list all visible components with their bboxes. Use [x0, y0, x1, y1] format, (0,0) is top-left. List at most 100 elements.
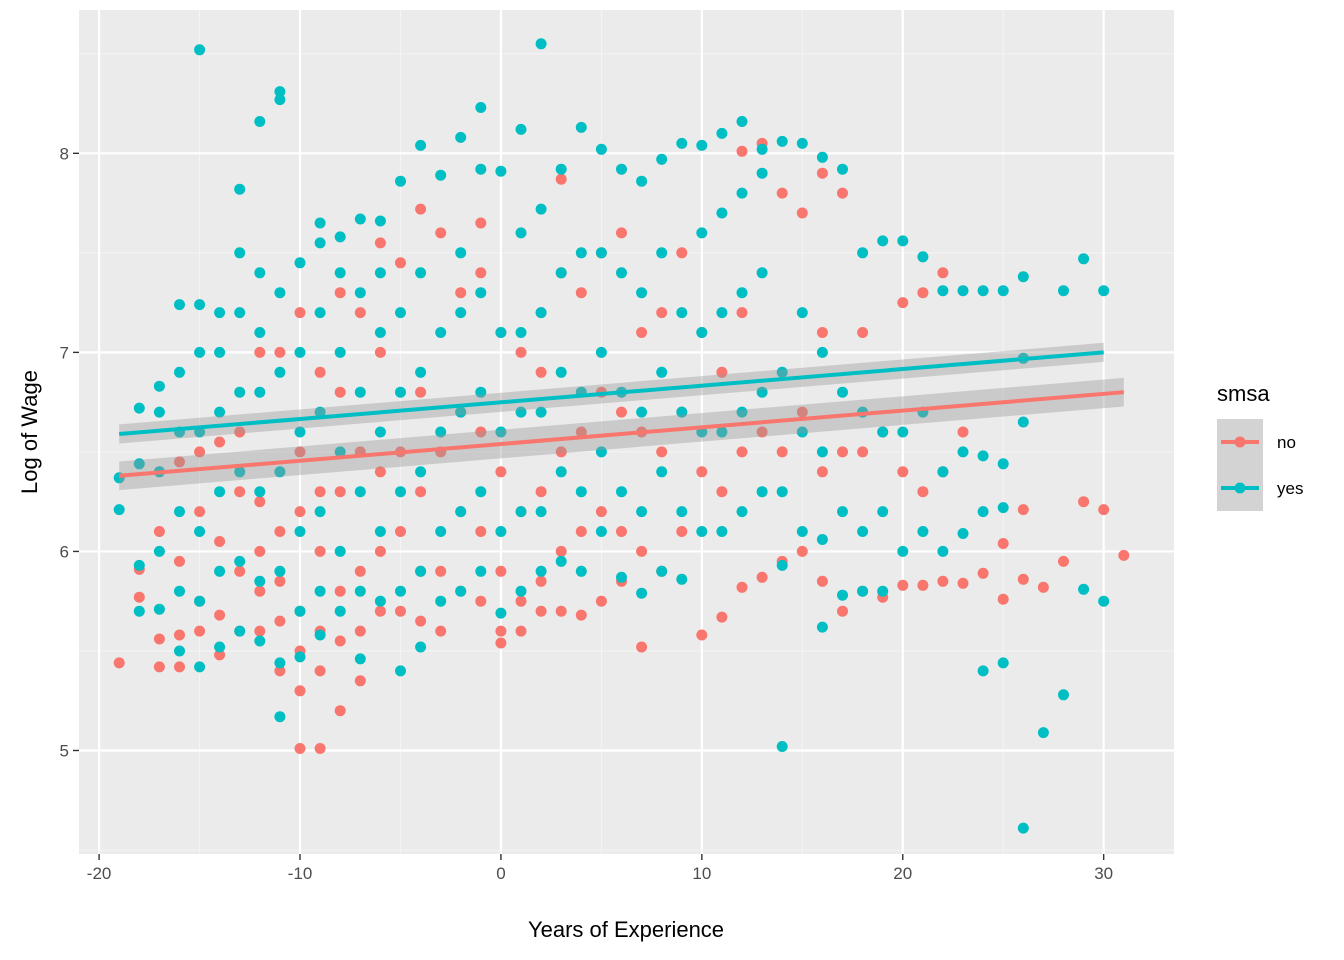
data-point	[616, 526, 627, 537]
data-point	[736, 406, 748, 418]
data-point	[495, 637, 507, 649]
data-point	[234, 426, 246, 438]
data-point	[234, 555, 246, 567]
legend-label: no	[1277, 433, 1296, 452]
data-point	[475, 267, 487, 279]
data-point	[515, 585, 527, 597]
data-point	[535, 565, 547, 577]
data-point	[816, 327, 828, 338]
data-point	[395, 307, 406, 319]
data-point	[977, 567, 989, 579]
data-point	[937, 466, 949, 478]
data-point	[736, 307, 748, 319]
data-point	[917, 251, 929, 263]
y-tick-label: 8	[60, 144, 69, 163]
data-point	[314, 307, 326, 319]
data-point	[616, 267, 627, 279]
data-point	[395, 257, 406, 269]
data-point	[917, 526, 929, 537]
data-point	[796, 526, 808, 537]
data-point	[495, 565, 507, 577]
data-point	[555, 545, 567, 557]
data-point	[334, 705, 346, 717]
data-point	[1017, 271, 1029, 283]
data-point	[354, 287, 366, 299]
data-point	[756, 267, 768, 279]
data-point	[274, 615, 286, 627]
data-point	[1078, 253, 1090, 265]
data-point	[314, 486, 326, 498]
data-point	[676, 247, 688, 259]
data-point	[897, 297, 909, 309]
data-point	[153, 406, 165, 418]
data-point	[354, 565, 366, 577]
data-point	[816, 167, 828, 179]
data-point	[595, 506, 607, 518]
data-point	[917, 486, 929, 498]
x-tick-label: 10	[692, 864, 711, 883]
data-point	[997, 657, 1009, 669]
data-point	[555, 163, 567, 175]
data-point	[294, 346, 306, 358]
data-point	[575, 121, 587, 133]
x-tick-label: 20	[893, 864, 912, 883]
legend-title: smsa	[1217, 381, 1270, 406]
data-point	[415, 486, 427, 498]
data-point	[314, 506, 326, 518]
data-point	[997, 458, 1009, 470]
data-point	[334, 585, 346, 597]
data-point	[555, 173, 567, 185]
data-point	[415, 565, 427, 577]
data-point	[857, 585, 869, 597]
data-point	[455, 307, 467, 319]
data-point	[515, 327, 527, 338]
data-point	[274, 366, 286, 378]
data-point	[1058, 285, 1069, 297]
data-point	[796, 207, 808, 219]
data-point	[937, 285, 949, 297]
data-point	[354, 675, 366, 687]
data-point	[997, 502, 1009, 514]
data-point	[314, 237, 326, 249]
data-point	[194, 661, 206, 673]
data-point	[1118, 549, 1130, 561]
data-point	[716, 611, 728, 623]
data-point	[1098, 595, 1110, 607]
data-point	[174, 456, 185, 468]
data-point	[897, 545, 909, 557]
data-point	[214, 406, 226, 418]
data-point	[716, 307, 728, 319]
y-tick-label: 7	[60, 343, 69, 362]
data-point	[475, 287, 487, 299]
data-point	[555, 605, 567, 617]
data-point	[374, 605, 386, 617]
data-point	[334, 605, 346, 617]
data-point	[555, 446, 567, 458]
data-point	[897, 579, 909, 591]
data-point	[575, 609, 587, 621]
data-point	[234, 565, 246, 577]
data-point	[555, 555, 567, 567]
data-point	[314, 545, 326, 557]
data-point	[696, 526, 708, 537]
data-point	[133, 458, 145, 470]
data-point	[294, 506, 306, 518]
data-point	[997, 593, 1009, 605]
data-point	[816, 575, 828, 587]
data-point	[354, 585, 366, 597]
data-point	[696, 466, 708, 478]
data-point	[756, 486, 768, 498]
data-point	[374, 215, 386, 227]
data-point	[294, 257, 306, 269]
data-point	[294, 743, 306, 754]
data-point	[174, 299, 185, 311]
data-point	[616, 163, 627, 175]
data-point	[636, 406, 648, 418]
data-point	[816, 621, 828, 633]
data-point	[495, 625, 507, 637]
data-point	[1037, 727, 1049, 739]
data-point	[294, 526, 306, 537]
data-point	[636, 545, 648, 557]
data-point	[254, 585, 266, 597]
data-point	[174, 629, 185, 641]
